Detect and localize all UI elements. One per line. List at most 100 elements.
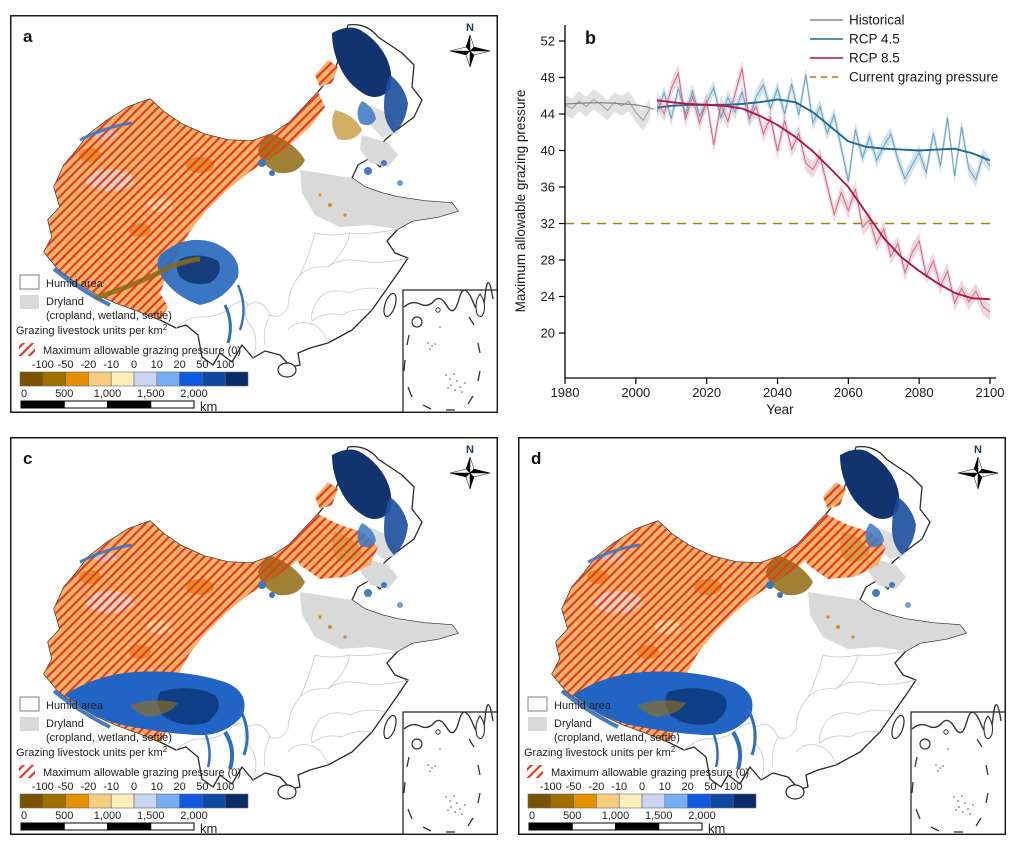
y-tick-label: 52 — [541, 34, 555, 49]
chart-svg: 20 24 28 32 36 40 44 48 52 1980 2000 2020 2040 2060 20… — [513, 13, 1004, 418]
inset-island — [411, 316, 423, 328]
humid-label: Humid area — [46, 700, 104, 712]
band-RCP 8.5 — [657, 60, 990, 321]
colorbar-cell — [527, 793, 552, 809]
colorbar-tick: -50 — [566, 781, 582, 793]
blue-regions — [560, 449, 916, 770]
hainan-island — [277, 784, 297, 800]
panel-c: N c Humid area Dryland (cropland, wetlan… — [10, 437, 498, 836]
legend-label: Historical — [849, 13, 905, 28]
compass-icon: N — [957, 444, 999, 490]
hatch-label: Maximum allowable grazing pressure (0) — [43, 767, 241, 779]
trend-line-Historical — [564, 101, 654, 111]
colorbar-cell — [19, 793, 44, 809]
inset-map — [402, 704, 498, 835]
y-tick-label: 24 — [541, 289, 555, 304]
scalebar-segment — [20, 400, 65, 409]
colorbar-tick: 50 — [196, 781, 208, 793]
legend-label: RCP 4.5 — [849, 32, 900, 47]
colorbar-cell — [710, 793, 734, 809]
hatch-swatch — [19, 765, 35, 778]
colorbar-cell — [732, 793, 757, 809]
dryland-label: Dryland — [554, 718, 592, 730]
inset-taiwan — [475, 293, 486, 318]
colorbar-cell — [202, 371, 226, 387]
humid-swatch — [527, 696, 548, 712]
panel-b: 20 24 28 32 36 40 44 48 52 1980 2000 2020 2040 2060 20… — [509, 0, 1018, 420]
colorbar-tick: 20 — [173, 781, 185, 793]
taiwan-island — [383, 292, 397, 318]
hainan-island — [785, 784, 805, 800]
dryland-swatch — [20, 717, 39, 731]
units-label: Grazing livestock units per km2 — [16, 745, 168, 759]
colorbar — [19, 371, 249, 387]
panel-letter: b — [585, 28, 596, 48]
colorbar-cell — [550, 793, 574, 809]
colorbar-tick-labels: -100 -50 -20 -10 0 10 20 50 100 — [32, 359, 235, 371]
units-label: Grazing livestock units per km2 — [16, 323, 168, 337]
hatch-label: Maximum allowable grazing pressure (0) — [43, 345, 241, 357]
humid-label: Humid area — [46, 278, 104, 290]
colorbar-cell — [687, 793, 711, 809]
annual-line-RCP 8.5 — [656, 68, 991, 313]
map-legend: Humid area Dryland (cropland, wetland, s… — [524, 696, 757, 836]
colorbar-cell — [641, 793, 666, 809]
scalebar-tick: 1,500 — [645, 810, 673, 822]
colorbar-tick: 10 — [151, 781, 163, 793]
humid-swatch — [19, 274, 40, 290]
colorbar-tick: -100 — [32, 781, 54, 793]
y-tick-label: 48 — [541, 70, 555, 85]
scale-bar — [20, 400, 195, 409]
dryland-region — [300, 105, 458, 229]
colorbar-tick: -20 — [588, 781, 604, 793]
colorbar-cell — [88, 371, 112, 387]
compass-label: N — [466, 444, 474, 456]
panel-letter: c — [23, 449, 32, 468]
y-tick-label: 32 — [541, 216, 555, 231]
hainan-island — [277, 362, 297, 378]
colorbar-cell — [19, 371, 44, 387]
legend-label: Current grazing pressure — [849, 70, 998, 85]
colorbar-cell — [88, 793, 112, 809]
inset-islets — [427, 748, 466, 815]
scalebar-unit: km — [200, 399, 217, 413]
colorbar-cell — [156, 371, 180, 387]
taiwan-island — [891, 714, 905, 740]
colorbar-cell — [202, 793, 226, 809]
map-panel-svg: N c Humid area Dryland (cropland, wetlan… — [10, 437, 498, 836]
blue-regions — [52, 27, 408, 344]
panel-letter: a — [23, 27, 33, 46]
scalebar-tick: 1,000 — [602, 810, 630, 822]
colorbar-tick: -20 — [80, 359, 96, 371]
colorbar-tick: -10 — [103, 781, 119, 793]
compass-label: N — [974, 444, 982, 456]
colorbar-tick: -50 — [58, 781, 74, 793]
colorbar-cell — [110, 371, 135, 387]
scalebar-tick: 1,500 — [137, 810, 165, 822]
hatch-swatch — [19, 343, 35, 356]
colorbar-cell — [133, 371, 158, 387]
compass-icon: N — [449, 22, 491, 68]
colorbar-cell — [179, 793, 203, 809]
china-map — [551, 445, 967, 800]
y-tick-label: 40 — [541, 143, 555, 158]
colorbar-cell — [664, 793, 688, 809]
scalebar-tick: 1,000 — [94, 810, 122, 822]
colorbar-cell — [42, 793, 66, 809]
scalebar-segment — [658, 822, 703, 831]
scalebar-segment — [615, 822, 660, 831]
scalebar-unit: km — [708, 821, 725, 835]
scalebar-segment — [528, 822, 573, 831]
scalebar-segment — [150, 822, 195, 831]
scalebar-segment — [107, 400, 152, 409]
colorbar-tick: 100 — [216, 781, 234, 793]
colorbar-tick: -10 — [611, 781, 627, 793]
scalebar-tick: 500 — [563, 810, 581, 822]
inset-taiwan — [983, 715, 994, 740]
colorbar-tick: 20 — [173, 359, 185, 371]
scalebar-tick: 0 — [21, 810, 27, 822]
scalebar-tick: 500 — [55, 810, 73, 822]
panel-a: N a Humid area Dryland (cropland, wetlan… — [10, 15, 498, 414]
colorbar-cell — [65, 793, 89, 809]
inset-coastline — [911, 704, 1002, 735]
